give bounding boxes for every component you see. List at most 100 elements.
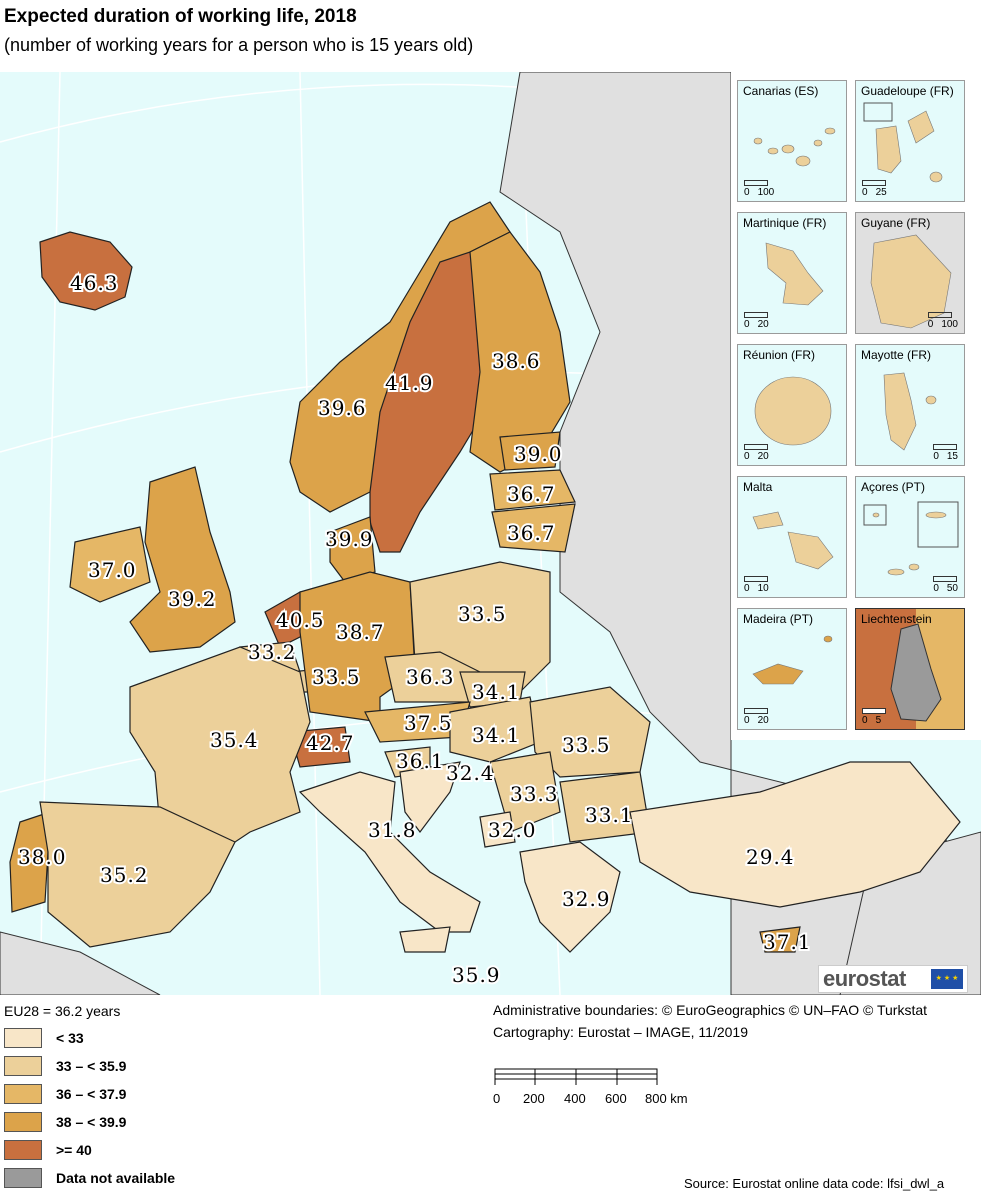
label-malta: 35.9 (452, 963, 501, 987)
label-serbia: 33.3 (510, 782, 559, 806)
label-hungary: 34.1 (472, 723, 521, 747)
boundaries-credit: Administrative boundaries: © EuroGeograp… (493, 1002, 928, 1018)
label-poland: 33.5 (458, 602, 507, 626)
label-greece: 32.9 (562, 887, 611, 911)
non-eu-land (0, 72, 981, 995)
legend-swatch (4, 1028, 42, 1048)
legend-item: Data not available (4, 1168, 175, 1188)
label-spain: 35.2 (100, 863, 149, 887)
label-luxembourg: 33.5 (312, 665, 361, 689)
inset-malta: Malta 0 10 (737, 476, 847, 598)
legend-label: < 33 (56, 1030, 84, 1046)
inset-canarias: Canarias (ES) 0 100 (737, 80, 847, 202)
label-romania: 33.5 (562, 733, 611, 757)
label-bulgaria: 33.1 (585, 803, 634, 827)
sicily-region (399, 926, 451, 953)
label-estonia: 39.0 (514, 442, 563, 466)
cartography-credit: Cartography: Eurostat – IMAGE, 11/2019 (493, 1024, 748, 1040)
label-germany: 38.7 (336, 620, 385, 644)
inset-mayotte: Mayotte (FR) 0 15 (855, 344, 965, 466)
legend-label: 36 – < 37.9 (56, 1086, 127, 1102)
estonia-region (499, 431, 561, 471)
logo-text: eurostat (823, 966, 906, 991)
inset-scale: 0 20 (744, 708, 769, 726)
map-subtitle: (number of working years for a person wh… (4, 35, 474, 55)
guyane-shapes (856, 213, 964, 333)
madeira-shapes (752, 635, 833, 685)
inset-label: Mayotte (FR) (861, 348, 932, 362)
inset-scale: 0 20 (744, 312, 769, 330)
eurostat-logo: eurostat ★ ★ ★ (818, 965, 968, 993)
legend-swatch (4, 1112, 42, 1132)
legend-item: < 33 (4, 1028, 84, 1048)
label-croatia: 32.4 (446, 761, 495, 785)
malta-shapes (752, 511, 834, 570)
acores-shapes (863, 501, 959, 576)
source-note: Source: Eurostat online data code: lfsi_… (684, 1176, 945, 1191)
label-norway: 39.6 (318, 396, 367, 420)
ireland-region (69, 526, 151, 603)
reunion-shapes (754, 376, 832, 446)
inset-label: Malta (743, 480, 773, 494)
label-ireland: 37.0 (88, 558, 137, 582)
inset-label: Madeira (PT) (743, 612, 814, 626)
france-region (129, 646, 311, 853)
label-sweden: 41.9 (385, 371, 434, 395)
km-tick: 0 (493, 1091, 500, 1106)
label-france: 35.4 (210, 728, 259, 752)
inset-guadeloupe: Guadeloupe (FR) 0 25 (855, 80, 965, 202)
inset-martinique: Martinique (FR) 0 20 (737, 212, 847, 334)
spain-region (39, 801, 236, 948)
km-scale-bar: 0 200 400 600 800 km (493, 1068, 688, 1106)
inset-label: Réunion (FR) (743, 348, 816, 362)
canarias-shapes (753, 127, 836, 167)
iceland-region (39, 231, 133, 311)
label-denmark: 39.9 (325, 527, 374, 551)
label-netherlands: 40.5 (276, 608, 325, 632)
uk-region (129, 466, 236, 653)
km-tick: 200 (523, 1091, 545, 1106)
inset-guyane: Guyane (FR) 0 100 (855, 212, 965, 334)
legend-swatch (4, 1084, 42, 1104)
inset-scale: 0 25 (862, 180, 887, 198)
eu-flag-icon: ★ ★ ★ (931, 969, 963, 989)
finland-region (469, 231, 571, 473)
label-turkey: 29.4 (746, 845, 795, 869)
label-belgium: 33.2 (248, 640, 297, 664)
label-finland: 38.6 (492, 349, 541, 373)
mayotte-shapes (883, 372, 937, 451)
inset-scale: 0 15 (933, 444, 958, 462)
legend-item: 38 – < 39.9 (4, 1112, 126, 1132)
value-labels: 46.3 41.9 38.6 39.6 39.0 36.7 36.7 39.9 … (16, 269, 813, 989)
legend-swatch (4, 1056, 42, 1076)
km-tick: 600 (605, 1091, 627, 1106)
label-cyprus: 37.1 (763, 930, 812, 954)
lithuania-region (491, 503, 576, 553)
label-lithuania: 36.7 (507, 521, 556, 545)
label-iceland: 46.3 (70, 271, 119, 295)
italy-region (298, 771, 481, 933)
martinique-shapes (765, 242, 824, 306)
croatia-region (399, 761, 461, 833)
label-montenegro: 32.0 (488, 818, 537, 842)
legend-item: 36 – < 37.9 (4, 1084, 126, 1104)
inset-label: Guyane (FR) (861, 216, 931, 230)
legend-swatch (4, 1168, 42, 1188)
label-austria: 37.5 (404, 711, 453, 735)
inset-scale: 0 20 (744, 444, 769, 462)
label-uk: 39.2 (168, 587, 217, 611)
inset-scale: 0 100 (744, 180, 774, 198)
eu-average: EU28 = 36.2 years (4, 1003, 121, 1019)
legend-item: >= 40 (4, 1140, 92, 1160)
cyprus-region (759, 926, 801, 953)
map-title: Expected duration of working life, 2018 (4, 6, 357, 27)
hungary-region (449, 696, 541, 763)
legend-label: >= 40 (56, 1142, 92, 1158)
greece-region (519, 841, 621, 953)
km-tick: 400 (564, 1091, 586, 1106)
label-slovenia: 36.1 (396, 749, 445, 773)
inset-reunion: Réunion (FR) 0 20 (737, 344, 847, 466)
inset-label: Liechtenstein (861, 612, 932, 626)
